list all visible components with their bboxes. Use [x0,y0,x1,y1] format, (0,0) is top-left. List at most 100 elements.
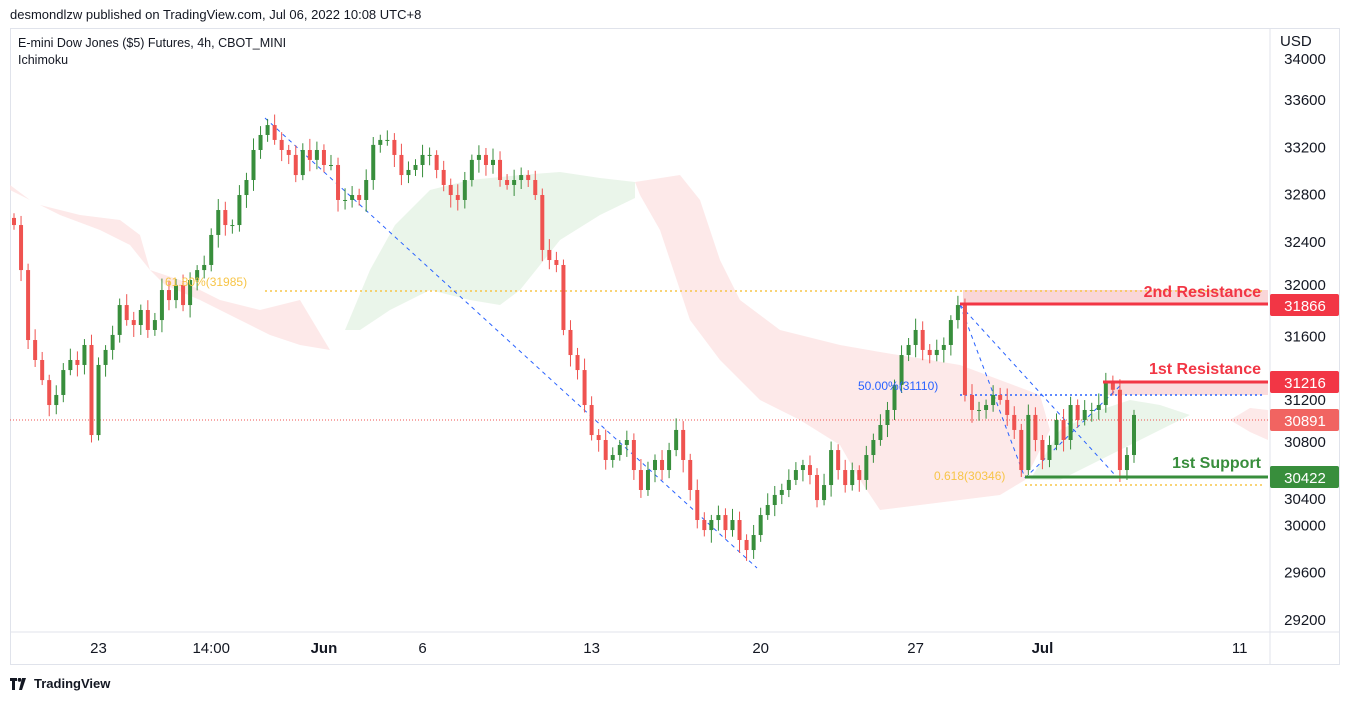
candle-down [702,520,707,531]
candle-up [152,320,157,330]
candle-down [1117,389,1122,471]
candle-up [1096,405,1101,410]
candle-up [913,329,918,345]
candle-up [1026,414,1031,471]
candle-down [1110,381,1115,390]
y-tick-label: 34000 [1284,51,1326,68]
candle-up [202,264,207,271]
fib-50-label: 50.00%(31110) [858,379,938,393]
candle-down [1075,405,1080,421]
symbol-title[interactable]: E-mini Dow Jones ($5) Futures, 4h, CBOT_… [18,36,287,50]
price-tag-resistance-2: 31866 [1270,294,1339,316]
price-tag-text: 30891 [1284,413,1326,430]
candle-up [1068,405,1073,441]
candle-down [638,470,643,490]
candle-up [490,159,495,165]
y-tick-label: 29200 [1284,612,1326,629]
candle-up [350,195,355,200]
x-tick-label: 11 [1232,640,1248,657]
candle-up [730,520,735,531]
candle-down [836,450,841,471]
candle-down [1019,429,1024,471]
candle-down [1012,414,1017,430]
support-1-label: 1st Support [1172,455,1262,472]
candle-up [948,320,953,345]
candle-up [195,270,200,280]
resistance-1-zone [1105,382,1268,395]
y-tick-label: 33600 [1284,92,1326,109]
y-tick-label: 30000 [1284,517,1326,534]
candle-up [1089,409,1094,411]
candle-down [533,180,538,196]
candle-up [117,305,122,335]
ichimoku-cloud [10,172,1268,510]
candle-down [688,459,693,490]
price-axis[interactable]: 34000 33600 33200 32800 32400 32000 31600 31200… [1284,51,1326,629]
candle-up [103,349,108,365]
candle-down [448,184,453,196]
candle-up [892,384,897,410]
tradingview-logo[interactable]: TradingView [10,676,110,691]
candle-down [681,429,686,460]
candle-up [96,364,101,436]
candle-up [1054,420,1059,445]
candle-up [1132,414,1136,456]
candle-up [899,355,904,385]
candle-down [181,284,186,306]
time-axis[interactable]: 23 14:00 Jun 6 13 20 27 Jul 11 [90,640,1247,657]
candle-down [321,149,326,165]
trendline-3 [959,304,1116,476]
candle-up [772,494,777,506]
candle-up [385,139,390,141]
candle-down [33,340,38,360]
candle-up [364,180,369,200]
candle-up [1047,444,1052,460]
candle-up [822,485,827,501]
candle-down [1040,440,1045,460]
x-tick-label: Jul [1032,640,1054,657]
candle-up [328,164,333,166]
candle-up [991,394,996,406]
indicator-title[interactable]: Ichimoku [18,53,69,67]
candle-up [420,154,425,165]
candle-down [998,394,1003,400]
x-tick-label: 23 [90,640,107,657]
candle-up [230,225,235,227]
y-tick-label: 30400 [1284,491,1326,508]
candle-down [26,270,31,341]
candle-down [441,169,446,185]
candle-up [934,349,939,356]
candle-down [279,139,284,150]
candle-up [1082,409,1087,421]
candle-down [89,344,94,436]
candle-up [624,440,629,445]
candle-down [807,465,812,475]
fib-61-label: 61.80%(31985) [165,275,247,289]
candle-up [82,344,87,365]
candle-up [829,450,834,486]
candle-down [589,405,594,436]
candle-down [145,310,150,330]
candle-up [54,394,59,406]
candle-down [660,459,665,471]
candle-up [977,409,982,411]
resistance-1-label: 1st Resistance [1149,361,1261,378]
candle-down [554,260,559,265]
resistance-2-zone [963,290,1268,304]
candle-down [293,154,298,176]
candle-up [800,465,805,471]
candle-up [469,159,474,181]
x-tick-label: 13 [583,640,600,657]
candle-up [314,149,319,160]
candle-down [857,470,862,480]
candle-down [526,175,531,181]
candle-up [110,334,115,350]
cloud-bearish [10,185,330,350]
price-tag-text: 30422 [1284,470,1326,487]
x-tick-label: 6 [418,640,426,657]
candle-up [779,489,784,495]
candle-down [695,489,700,521]
candle-down [75,359,80,365]
candle-down [286,149,291,155]
